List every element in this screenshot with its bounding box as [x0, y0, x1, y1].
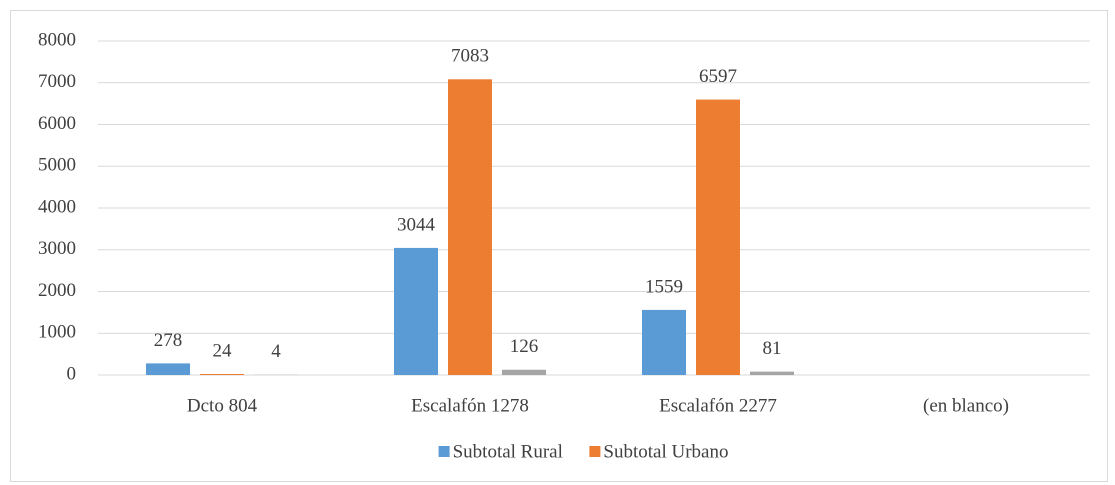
bar [750, 371, 794, 375]
bar [696, 99, 740, 375]
y-tick-label: 0 [67, 363, 77, 384]
bar [448, 79, 492, 375]
data-label: 7083 [451, 46, 489, 67]
x-tick-label: Dcto 804 [187, 395, 258, 416]
y-tick-label: 8000 [38, 29, 76, 50]
bar [394, 247, 438, 375]
data-label: 126 [510, 336, 539, 357]
bar [200, 373, 244, 375]
data-label: 278 [154, 330, 183, 351]
legend-swatch [589, 446, 601, 457]
y-tick-label: 5000 [38, 155, 76, 176]
y-tick-label: 2000 [38, 280, 76, 301]
data-label: 3044 [397, 214, 436, 235]
x-tick-label: Escalafón 2277 [659, 395, 777, 416]
legend-label: Subtotal Rural [453, 441, 563, 462]
y-tick-label: 4000 [38, 196, 76, 217]
data-label: 4 [271, 341, 281, 362]
data-label: 1559 [645, 276, 683, 297]
legend-label: Subtotal Urbano [603, 441, 728, 462]
data-label: 24 [213, 340, 233, 361]
legend-swatch [438, 446, 450, 457]
bar [642, 309, 686, 375]
y-tick-label: 3000 [38, 238, 76, 259]
data-label: 81 [763, 338, 782, 359]
y-tick-label: 1000 [38, 322, 76, 343]
bar [146, 363, 190, 375]
data-label: 6597 [699, 66, 737, 87]
y-tick-label: 7000 [38, 71, 76, 92]
chart-frame [10, 10, 1108, 482]
bar [502, 369, 546, 375]
x-tick-label: (en blanco) [923, 395, 1009, 416]
y-tick-label: 6000 [38, 113, 76, 134]
x-tick-label: Escalafón 1278 [411, 395, 529, 416]
